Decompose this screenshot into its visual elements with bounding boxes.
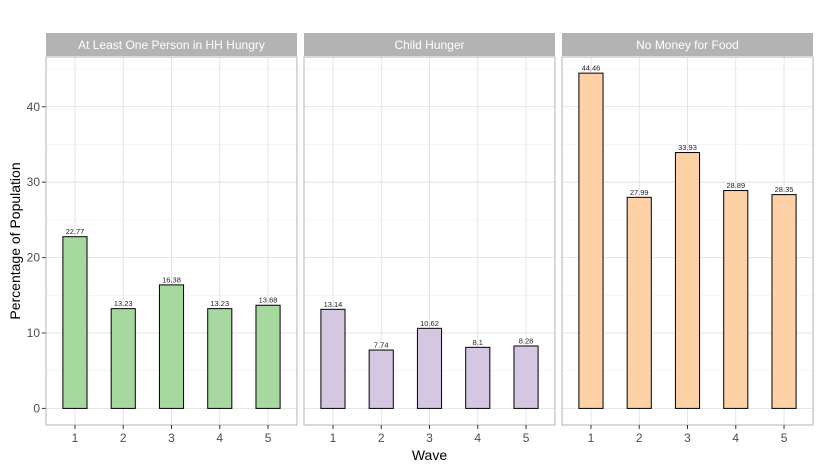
- y-tick-label: 10: [27, 326, 41, 340]
- x-tick-label: 5: [781, 431, 788, 445]
- bar: [674, 152, 701, 409]
- bar: [626, 196, 652, 409]
- bar: [416, 327, 443, 409]
- x-tick-label: 4: [732, 431, 739, 445]
- bar-value-label: 22.77: [66, 227, 85, 236]
- bar: [465, 346, 491, 409]
- bar-value-label: 28.89: [726, 181, 745, 190]
- bar-value-label: 16.38: [162, 275, 181, 284]
- x-tick-label: 3: [684, 431, 691, 445]
- x-tick-label: 5: [265, 431, 272, 445]
- x-tick-label: 3: [168, 431, 175, 445]
- bar-value-label: 10.62: [420, 319, 439, 328]
- bar-value-label: 27.99: [630, 188, 649, 197]
- x-tick-label: 5: [523, 431, 530, 445]
- bar-value-label: 13.14: [324, 300, 343, 309]
- facet-strip: [304, 33, 555, 56]
- facet-title: Child Hunger: [394, 38, 464, 52]
- bar-value-label: 13.23: [114, 299, 133, 308]
- bar: [578, 72, 604, 409]
- bar-value-label: 28.35: [775, 185, 794, 194]
- x-tick-label: 2: [378, 431, 385, 445]
- x-tick-label: 1: [588, 431, 595, 445]
- facet-title: At Least One Person in HH Hungry: [78, 38, 265, 52]
- y-tick-label: 30: [27, 175, 41, 189]
- facet-title: No Money for Food: [636, 38, 739, 52]
- bar: [207, 308, 233, 409]
- y-axis-title: Percentage of Population: [7, 162, 23, 319]
- x-tick-label: 2: [636, 431, 643, 445]
- facet-panel-1: At Least One Person in HH Hungry 22.77 13.…: [45, 33, 298, 445]
- bar: [513, 345, 539, 409]
- x-tick-label: 1: [72, 431, 79, 445]
- x-tick-label: 3: [426, 431, 433, 445]
- bar-value-label: 8.28: [519, 336, 534, 345]
- facet-panel-2: Child Hunger 13.14 7.74 10.62 8.1 8.28 1 2 3 4 5: [303, 33, 556, 445]
- bar: [723, 190, 749, 409]
- facet-panel-3: No Money for Food 44.46 27.99 33.93 28.89 28.…: [561, 33, 814, 445]
- facet-strip: [46, 33, 297, 56]
- bar: [255, 304, 281, 409]
- bar-value-label: 13.23: [210, 299, 229, 308]
- bar: [158, 284, 185, 409]
- x-tick-label: 4: [216, 431, 223, 445]
- bar: [320, 308, 346, 409]
- bar-value-label: 13.68: [259, 296, 278, 305]
- y-tick-label: 0: [33, 401, 40, 415]
- facet-strip: [562, 33, 813, 56]
- x-tick-label: 2: [120, 431, 127, 445]
- bar-value-label: 8.1: [473, 338, 483, 347]
- bar: [62, 236, 88, 409]
- y-tick-label: 40: [27, 100, 41, 114]
- bar-value-label: 33.93: [678, 143, 697, 152]
- bar: [771, 194, 797, 409]
- x-tick-label: 1: [330, 431, 337, 445]
- bar-value-label: 7.74: [374, 341, 389, 350]
- bar: [110, 308, 136, 409]
- x-tick-label: 4: [474, 431, 481, 445]
- x-axis-title: Wave: [412, 447, 447, 463]
- y-tick-label: 20: [27, 251, 41, 265]
- bar: [368, 349, 394, 409]
- bar-value-label: 44.46: [582, 64, 601, 73]
